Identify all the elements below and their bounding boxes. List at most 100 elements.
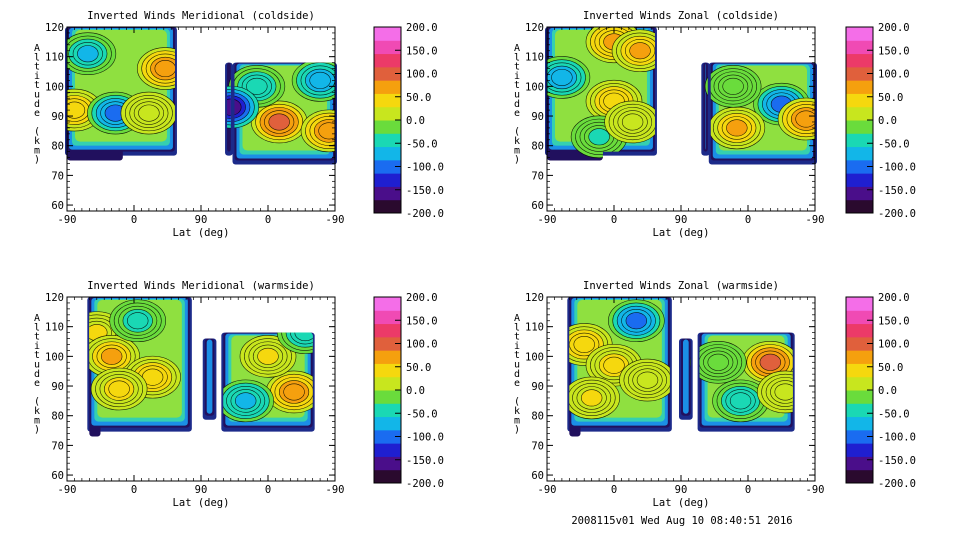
x-tick-label: 0 <box>611 214 617 226</box>
svg-text:e: e <box>34 378 40 389</box>
svg-text:t: t <box>34 62 40 73</box>
colorbar-tick-label: 150.0 <box>406 45 438 57</box>
y-tick-label: 70 <box>51 170 64 182</box>
y-tick-label: 80 <box>51 411 64 423</box>
svg-text:t: t <box>514 62 520 73</box>
y-tick-label: 120 <box>45 292 64 304</box>
contour-feature <box>704 65 762 108</box>
y-tick-label: 80 <box>51 141 64 153</box>
colorbar-swatch <box>846 120 873 134</box>
colorbar-tick-label: 200.0 <box>406 292 438 304</box>
svg-text:i: i <box>34 341 40 352</box>
x-tick-label: -90 <box>538 484 557 496</box>
contour-feature <box>689 340 747 384</box>
svg-text:(: ( <box>514 397 520 408</box>
contour-feature <box>276 311 313 354</box>
colorbar-swatch <box>846 336 873 351</box>
chart-panel-1: Inverted Winds Meridional (coldside) -90 0… <box>34 10 444 239</box>
x-tick-label: 90 <box>675 484 688 496</box>
colorbar-tick-label: 200.0 <box>878 292 910 304</box>
y-tick-label: 100 <box>45 351 64 363</box>
x-tick-label: -90 <box>806 484 825 496</box>
svg-text:): ) <box>34 425 40 436</box>
colorbar-tick-label: 0.0 <box>406 385 425 397</box>
colorbar: 200.0 150.0 100.0 50.0 0.0 -50.0 -100.0 -150.0 -… <box>845 292 916 490</box>
colorbar-tick-label: 0.0 <box>878 385 897 397</box>
svg-text:k: k <box>514 136 520 147</box>
svg-text:l: l <box>514 322 520 333</box>
colorbar-swatch <box>374 106 401 121</box>
colorbar-swatch <box>846 53 873 68</box>
contour-feature <box>608 299 665 343</box>
x-axis-label: Lat (deg) <box>173 497 230 509</box>
svg-text:i: i <box>514 341 520 352</box>
colorbar-swatch <box>846 323 873 338</box>
contour-field <box>569 297 793 437</box>
colorbar-tick-label: -50.0 <box>878 408 910 420</box>
svg-text:e: e <box>34 108 40 119</box>
colorbar-swatch <box>374 297 401 311</box>
y-tick-label: 90 <box>531 111 544 123</box>
contour-feature <box>67 32 117 76</box>
footer-stamp: 2008115v01 Wed Aug 10 08:40:51 2016 <box>571 515 792 527</box>
contour-feature <box>136 47 194 90</box>
colorbar-swatch <box>846 310 873 325</box>
svg-text:A: A <box>514 43 520 54</box>
colorbar-swatch <box>846 363 873 378</box>
svg-text:A: A <box>34 313 40 324</box>
svg-text:): ) <box>514 425 520 436</box>
colorbar: 200.0 150.0 100.0 50.0 0.0 -50.0 -100.0 -150.0 -… <box>373 292 444 490</box>
colorbar-tick-label: -200.0 <box>406 208 444 220</box>
colorbar-swatch <box>374 310 401 325</box>
contour-field <box>547 27 815 161</box>
y-tick-label: 60 <box>531 470 544 482</box>
contour-feature <box>611 29 669 73</box>
x-tick-label: 90 <box>675 214 688 226</box>
colorbar-tick-label: 100.0 <box>406 339 438 351</box>
colorbar: 200.0 150.0 100.0 50.0 0.0 -50.0 -100.0 -150.0 -… <box>373 22 444 220</box>
svg-text:e: e <box>514 378 520 389</box>
svg-text:): ) <box>514 155 520 166</box>
colorbar-tick-label: -200.0 <box>406 478 444 490</box>
chart-panel-2: Inverted Winds Zonal (coldside) -90 0 90 0 -9… <box>514 10 916 239</box>
colorbar-swatch <box>846 390 873 404</box>
svg-text:d: d <box>514 369 520 380</box>
colorbar-swatch <box>374 456 401 471</box>
colorbar-swatch <box>374 363 401 378</box>
contour-feature <box>239 335 297 378</box>
colorbar-swatch <box>374 159 401 174</box>
colorbar-swatch <box>846 27 873 41</box>
colorbar-tick-label: -150.0 <box>406 455 444 467</box>
colorbar-swatch <box>846 469 873 484</box>
x-tick-label: -90 <box>58 484 77 496</box>
colorbar-swatch <box>846 93 873 108</box>
colorbar-tick-label: -100.0 <box>406 162 444 174</box>
svg-text:(: ( <box>34 127 40 138</box>
x-tick-label: 0 <box>745 484 751 496</box>
colorbar-tick-label: 50.0 <box>878 362 903 374</box>
colorbar-swatch <box>374 323 401 338</box>
colorbar-swatch <box>374 199 401 214</box>
y-tick-label: 110 <box>525 322 544 334</box>
colorbar-swatch <box>374 469 401 484</box>
x-tick-label: -90 <box>58 214 77 226</box>
x-axis-label: Lat (deg) <box>653 227 710 239</box>
svg-text:l: l <box>34 52 40 63</box>
colorbar: 200.0 150.0 100.0 50.0 0.0 -50.0 -100.0 -150.0 -… <box>845 22 916 220</box>
colorbar-swatch <box>846 146 873 161</box>
y-tick-label: 60 <box>51 200 64 212</box>
y-tick-label: 110 <box>45 322 64 334</box>
svg-text:t: t <box>514 80 520 91</box>
colorbar-swatch <box>846 376 873 391</box>
svg-text:i: i <box>34 71 40 82</box>
contour-field <box>89 297 313 437</box>
colorbar-swatch <box>374 336 401 351</box>
svg-text:i: i <box>514 71 520 82</box>
colorbar-swatch <box>374 376 401 391</box>
y-tick-label: 90 <box>531 381 544 393</box>
svg-text:l: l <box>34 322 40 333</box>
x-tick-label: 0 <box>131 214 137 226</box>
